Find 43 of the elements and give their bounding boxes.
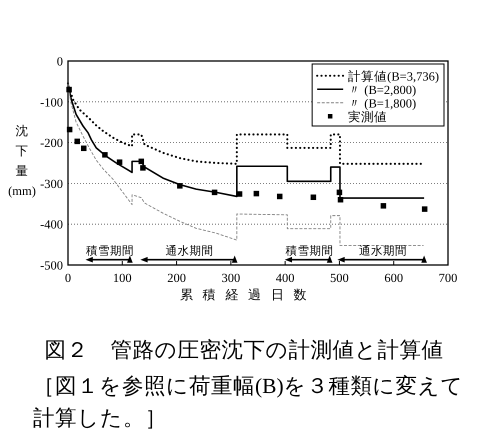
x-axis-title: 累積経過日数 — [180, 287, 316, 302]
x-tick-label: 300 — [221, 271, 240, 285]
text: 図２ 管路の圧密沈下の計測値と計算値 — [44, 337, 444, 364]
legend-label: 〃 (B=1,800) — [348, 96, 416, 110]
x-tick-label: 200 — [167, 271, 186, 285]
point — [80, 146, 86, 152]
x-tick-label: 500 — [330, 271, 349, 285]
legend-label: 〃 (B=2,800) — [348, 82, 416, 97]
x-tick-label: 100 — [112, 271, 132, 285]
x-tick-label: 0 — [64, 271, 72, 285]
point — [66, 86, 72, 92]
point — [177, 183, 183, 189]
y-tick-label: 0 — [56, 54, 63, 68]
point — [310, 194, 316, 200]
annotation: 積雪期間 — [286, 244, 334, 258]
annotation: 通水期間 — [358, 244, 407, 258]
y-axis-title: 沈下量(mm) — [8, 124, 36, 198]
y-tick-label: -100 — [40, 95, 63, 110]
legend-label: 実測値 — [348, 108, 388, 124]
y-tick-label: -400 — [40, 218, 63, 232]
text: ［図１を参照に荷重幅(B)を３種類に変えて計算した。］ — [32, 373, 465, 432]
annotation: 通水期間 — [166, 244, 214, 258]
point — [254, 190, 260, 196]
point — [276, 194, 282, 200]
annotation: 積雪期間 — [86, 244, 134, 258]
point — [138, 158, 144, 164]
point — [140, 165, 146, 171]
x-tick-label: 700 — [438, 271, 458, 285]
point — [66, 126, 72, 132]
legend-label: 計算値(B=3,736) — [348, 69, 439, 84]
point — [336, 190, 342, 196]
x-tick-label: 400 — [276, 271, 295, 285]
point — [102, 152, 108, 158]
y-tick-label: -200 — [40, 136, 63, 150]
y-tick-label: -500 — [40, 258, 63, 272]
point — [212, 190, 218, 196]
point — [74, 138, 80, 144]
y-tick-label: -300 — [40, 176, 63, 191]
x-tick-label: 600 — [384, 271, 404, 285]
point — [116, 159, 122, 165]
point — [380, 203, 386, 209]
point — [338, 196, 344, 202]
point — [422, 206, 428, 212]
